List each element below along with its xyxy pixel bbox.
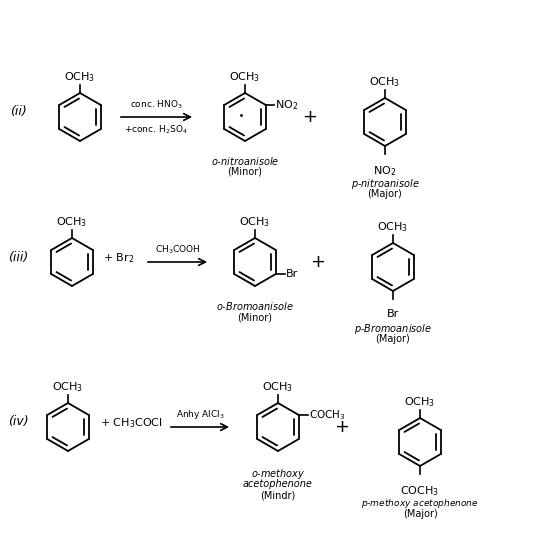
Text: $o$-Bromoanisole: $o$-Bromoanisole (216, 300, 294, 312)
Text: OCH$_3$: OCH$_3$ (240, 215, 270, 229)
Text: Anhy AlCl$_3$: Anhy AlCl$_3$ (176, 408, 224, 421)
Text: (iv): (iv) (8, 416, 28, 428)
Text: (Mindr): (Mindr) (261, 491, 296, 501)
Text: acetophenone: acetophenone (243, 479, 313, 489)
Text: OCH$_3$: OCH$_3$ (378, 220, 408, 234)
Text: NO$_2$: NO$_2$ (373, 164, 397, 178)
Text: CH$_3$COOH: CH$_3$COOH (155, 243, 201, 256)
Text: OCH$_3$: OCH$_3$ (52, 380, 83, 394)
Text: $+$ CH$_3$COCl: $+$ CH$_3$COCl (100, 416, 163, 430)
Text: $o$-nitroanisole: $o$-nitroanisole (211, 155, 279, 167)
Text: (Major): (Major) (375, 334, 410, 344)
Text: OCH$_3$: OCH$_3$ (230, 70, 261, 84)
Text: +: + (310, 253, 326, 271)
Text: (ii): (ii) (9, 106, 26, 119)
Text: $o$-methoxy: $o$-methoxy (251, 467, 305, 481)
Text: $p$-nitroanisole: $p$-nitroanisole (351, 177, 420, 191)
Text: (iii): (iii) (8, 251, 28, 264)
Text: (Major): (Major) (402, 509, 437, 519)
Text: COCH$_3$: COCH$_3$ (401, 484, 439, 498)
Text: Br: Br (286, 269, 298, 279)
Text: +: + (335, 418, 349, 436)
Text: +conc. H$_2$SO$_4$: +conc. H$_2$SO$_4$ (124, 123, 188, 136)
Text: $p$-Bromoanisole: $p$-Bromoanisole (354, 322, 432, 336)
Text: COCH$_3$: COCH$_3$ (309, 408, 346, 422)
Text: (Minor): (Minor) (227, 167, 263, 177)
Text: OCH$_3$: OCH$_3$ (405, 395, 436, 409)
Text: (Major): (Major) (368, 189, 402, 199)
Text: conc. HNO$_3$: conc. HNO$_3$ (130, 98, 183, 111)
Text: OCH$_3$: OCH$_3$ (369, 75, 401, 89)
Text: Br: Br (387, 309, 399, 319)
Text: OCH$_3$: OCH$_3$ (262, 380, 294, 394)
Text: $p$-methoxy acetophenone: $p$-methoxy acetophenone (361, 497, 479, 510)
Text: +: + (302, 108, 317, 126)
Text: OCH$_3$: OCH$_3$ (56, 215, 88, 229)
Text: (Minor): (Minor) (237, 312, 273, 322)
Text: $+$ Br$_2$: $+$ Br$_2$ (103, 251, 134, 265)
Text: NO$_2$: NO$_2$ (275, 98, 298, 112)
Text: OCH$_3$: OCH$_3$ (65, 70, 95, 84)
